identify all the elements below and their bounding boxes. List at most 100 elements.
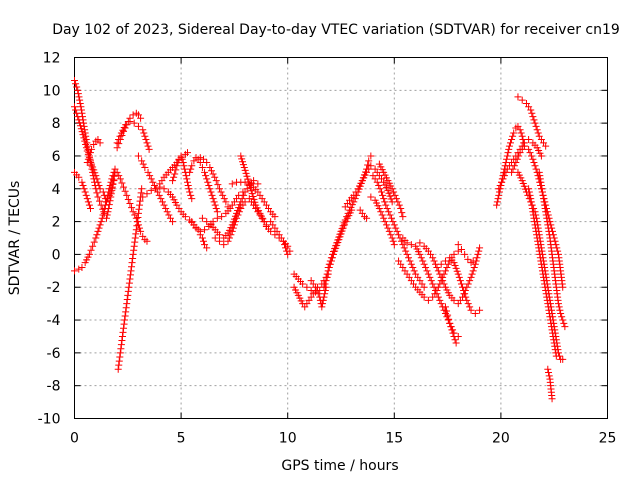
data-point [464, 255, 472, 263]
data-point [543, 293, 551, 301]
data-points [71, 76, 569, 403]
data-point [233, 214, 241, 222]
data-point [455, 273, 463, 281]
data-point [120, 183, 128, 191]
data-point [93, 231, 101, 239]
x-tick-label: 10 [279, 431, 297, 447]
data-point [451, 261, 459, 269]
data-point [323, 270, 331, 278]
data-point [434, 293, 442, 301]
data-point [334, 236, 342, 244]
data-point [554, 300, 562, 308]
data-point [378, 211, 386, 219]
data-series [341, 162, 396, 211]
data-point [81, 137, 89, 145]
data-point [407, 260, 415, 268]
data-point [508, 168, 516, 176]
data-point [208, 191, 216, 199]
data-point [160, 201, 168, 209]
data-point [403, 250, 411, 258]
ticks: 0 5 10 15 20 25 -10 -8 -6 -4 -2 0 2 4 6 8 10 12 [38, 51, 617, 447]
data-point [109, 172, 117, 180]
data-point [344, 209, 352, 217]
data-point [73, 109, 81, 117]
data-point [545, 231, 553, 239]
data-point [71, 267, 78, 275]
data-point [541, 283, 549, 291]
data-point [201, 168, 209, 176]
data-point [504, 149, 512, 157]
data-point [332, 242, 340, 250]
data-point [183, 175, 191, 183]
data-point [299, 280, 307, 288]
y-axis-label: SDTVAR / TECUs [7, 181, 23, 296]
data-point [544, 300, 552, 308]
data-point [74, 113, 82, 121]
data-point [82, 144, 90, 152]
data-series [441, 303, 460, 347]
data-point [203, 218, 211, 226]
data-point [140, 129, 148, 137]
data-point [545, 309, 553, 317]
data-point [150, 181, 158, 189]
data-point [135, 205, 143, 213]
data-point [94, 193, 102, 201]
data-point [141, 163, 149, 171]
data-point [90, 238, 98, 246]
data-point [143, 139, 151, 147]
data-point [542, 290, 550, 298]
data-point [115, 357, 123, 365]
data-point [439, 277, 447, 285]
data-point [391, 191, 399, 199]
data-point [525, 145, 533, 153]
x-axis-label: GPS time / hours [281, 458, 398, 474]
data-point [538, 264, 546, 272]
data-point [282, 244, 290, 252]
data-point [78, 264, 86, 272]
data-point [381, 198, 389, 206]
data-point [542, 287, 550, 295]
data-point [204, 178, 212, 186]
data-point [125, 283, 133, 291]
data-point [331, 245, 339, 253]
data-point [145, 145, 153, 153]
data-point [76, 99, 84, 107]
data-point [376, 185, 384, 193]
data-point [126, 275, 134, 283]
data-point [385, 208, 393, 216]
data-point [210, 198, 218, 206]
data-point [136, 197, 144, 205]
data-point [550, 336, 558, 344]
data-point [215, 231, 223, 239]
data-point [525, 185, 533, 193]
data-point [172, 166, 180, 174]
data-point [152, 185, 160, 193]
data-point [130, 242, 138, 250]
data-point [529, 155, 537, 163]
data-point [529, 113, 537, 121]
data-point [462, 293, 470, 301]
data-point [169, 218, 177, 226]
data-point [93, 175, 101, 183]
data-point [333, 239, 341, 247]
data-point [530, 218, 538, 226]
data-point [123, 300, 131, 308]
data-point [373, 178, 381, 186]
data-point [92, 234, 100, 242]
data-point [169, 177, 177, 185]
data-point [205, 181, 213, 189]
data-point [548, 395, 556, 403]
data-point [106, 181, 114, 189]
data-point [218, 213, 226, 221]
data-point [457, 280, 465, 288]
data-point [124, 195, 132, 203]
data-point [144, 168, 152, 176]
data-point [388, 234, 396, 242]
data-point [388, 185, 396, 193]
data-point [219, 191, 227, 199]
data-point [85, 201, 93, 209]
data-point [447, 323, 455, 331]
data-point [424, 270, 432, 278]
data-point [540, 198, 548, 206]
data-point [367, 162, 375, 170]
